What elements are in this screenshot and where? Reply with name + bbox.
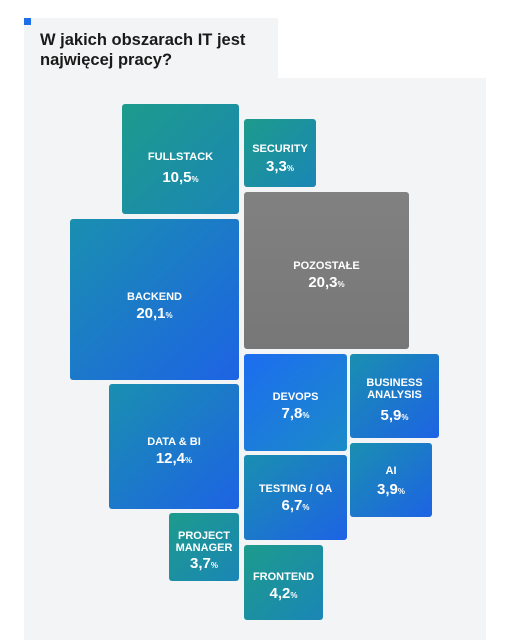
tile-rect (169, 513, 239, 581)
tile-data-bi: DATA & BI 12,4% (109, 384, 239, 509)
tile-rect (122, 104, 239, 214)
tile-label: SECURITY (252, 143, 308, 155)
tile-ai: AI3,9% (350, 443, 432, 517)
tile-label: PROJECT (178, 530, 230, 542)
chart-title: W jakich obszarach IT jest najwięcej pra… (40, 31, 246, 69)
tile-label: DEVOPS (273, 391, 319, 403)
tile-label: POZOSTAŁE (293, 260, 359, 272)
tile-label: DATA & BI (147, 436, 201, 448)
tile-label: AI (386, 465, 397, 477)
tile-rect (350, 354, 439, 438)
tile-rect (244, 545, 323, 620)
tile-rect (109, 384, 239, 509)
tile-rect (350, 443, 432, 517)
tile-label: MANAGER (176, 542, 233, 554)
tile-label: FULLSTACK (148, 151, 213, 163)
tile-label: FRONTEND (253, 571, 314, 583)
tile-value: 12,4% (156, 450, 192, 467)
tile-fullstack: FULLSTACK 10,5% (122, 104, 239, 214)
tile-rect (244, 192, 409, 349)
tile-backend: BACKEND 20,1% (70, 219, 239, 380)
tile-rect (70, 219, 239, 380)
tile-value: 20,1% (136, 305, 172, 322)
tile-rect (244, 455, 347, 540)
tile-value: 20,3% (308, 274, 344, 291)
tile-testing-qa: TESTING / QA6,7% (244, 455, 347, 540)
tile-value: 10,5% (162, 169, 198, 186)
accent-square (24, 18, 31, 25)
tile-rect (244, 119, 316, 187)
tile-label: BACKEND (127, 291, 182, 303)
tile-label: TESTING / QA (259, 483, 332, 495)
tile-pozostałe: POZOSTAŁE 20,3% (244, 192, 409, 349)
tile-rect (244, 354, 347, 451)
tile-label: BUSINESS (366, 377, 422, 389)
tile-label: ANALYSIS (367, 389, 422, 401)
title-background (24, 18, 278, 78)
